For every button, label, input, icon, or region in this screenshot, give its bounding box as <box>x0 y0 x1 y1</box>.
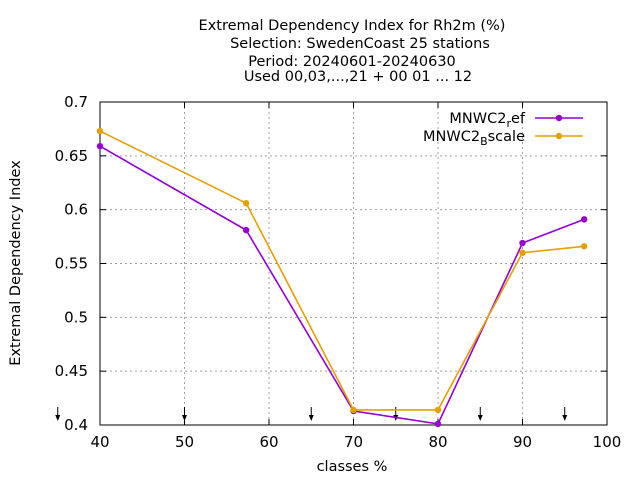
data-point <box>350 406 357 414</box>
x-tick-label: 60 <box>259 433 278 451</box>
y-tick-label: 0.7 <box>64 93 88 111</box>
title-line-2: Selection: SwedenCoast 25 stations <box>230 36 490 52</box>
y-axis-label: Extremal Dependency Index <box>8 160 24 366</box>
data-point <box>580 243 588 250</box>
data-point <box>434 420 442 428</box>
class-arrow-head <box>182 415 187 421</box>
title-line-1: Extremal Dependency Index for Rh2m (%) <box>199 18 506 34</box>
x-tick-label: 40 <box>90 433 109 451</box>
y-tick-label: 0.55 <box>55 255 88 273</box>
y-tick-label: 0.65 <box>55 147 88 165</box>
y-tick-label: 0.4 <box>64 416 88 434</box>
x-tick-label: 100 <box>593 433 622 451</box>
series-layer <box>96 127 588 428</box>
class-arrows <box>55 407 568 421</box>
class-arrow-head <box>308 415 314 421</box>
legend-label: MNWC2Bscale <box>423 129 525 148</box>
y-tick-label: 0.6 <box>64 201 88 219</box>
title-line-3: Period: 20240601-20240630 <box>248 54 456 70</box>
axis-ticks <box>99 101 608 426</box>
data-point <box>96 127 104 135</box>
legend-swatch-marker <box>555 132 563 140</box>
series-2 <box>96 127 588 414</box>
grid-lines <box>100 102 607 425</box>
data-point <box>434 406 442 414</box>
x-tick-labels: 40 50 60 70 80 90 100 <box>90 433 621 451</box>
x-tick-label: 80 <box>428 433 447 451</box>
data-point <box>580 216 588 223</box>
data-point <box>519 249 526 256</box>
series-1 <box>96 142 588 428</box>
series-line <box>99 145 585 425</box>
data-point <box>242 200 250 207</box>
x-tick-label: 50 <box>175 433 194 451</box>
y-tick-label: 0.45 <box>55 362 88 380</box>
class-arrow-head <box>477 415 483 421</box>
x-tick-label: 90 <box>513 433 532 451</box>
y-tick-label: 0.5 <box>64 308 88 326</box>
data-point <box>242 226 250 234</box>
series-line <box>99 130 585 411</box>
legend-swatch-marker <box>555 114 563 122</box>
class-arrow-head <box>55 415 61 421</box>
legend-label: MNWC2ref <box>449 111 525 130</box>
data-point <box>519 239 526 247</box>
y-tick-labels: 0.4 0.45 0.5 0.55 0.6 0.65 0.7 <box>55 93 88 434</box>
data-point <box>96 142 104 150</box>
x-tick-label: 70 <box>344 433 363 451</box>
class-arrow-head <box>562 415 568 421</box>
title-line-4: Used 00,03,...,21 + 00 01 ... 12 <box>244 69 472 85</box>
x-axis-label: classes % <box>317 459 388 475</box>
chart-title: Extremal Dependency Index for Rh2m (%) S… <box>199 18 506 85</box>
